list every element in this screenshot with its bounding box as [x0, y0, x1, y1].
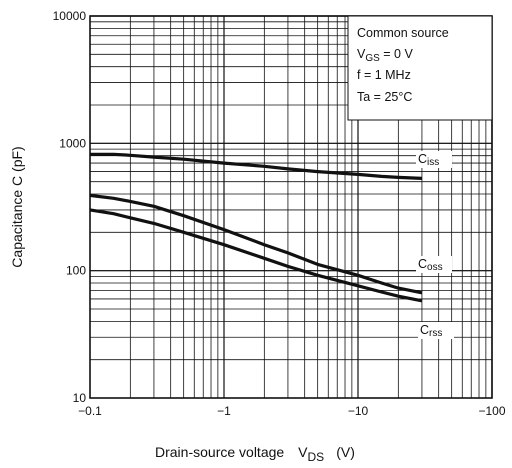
- series-label-coss: Coss: [418, 257, 443, 273]
- x-axis-title-main: Drain-source voltage: [155, 444, 284, 460]
- x-tick-label: −0.1: [78, 404, 102, 418]
- conditions-box: [347, 15, 493, 121]
- x-tick-label: −1: [217, 404, 231, 418]
- series-label-crss: Crss: [420, 323, 442, 339]
- series-label-bg: [418, 322, 454, 339]
- y-tick-label: 100: [66, 264, 86, 278]
- condition-vgs-symbol: V: [357, 47, 366, 61]
- tick-labels: −0.1 −1 −10 −100 10 100 1000 10000: [53, 9, 506, 418]
- x-axis-title-subscript: DS: [308, 450, 325, 464]
- series-label-bg: [416, 256, 452, 273]
- condition-frequency: f = 1 MHz: [357, 68, 411, 82]
- condition-vgs: VGS = 0 V: [357, 47, 413, 64]
- y-tick-label: 10000: [53, 9, 87, 23]
- series-label-ciss: Ciss: [418, 152, 439, 168]
- condition-temperature: Ta = 25°C: [357, 90, 412, 104]
- condition-vgs-subscript: GS: [365, 53, 380, 64]
- series-line-coss: [89, 193, 423, 295]
- y-tick-label: 10: [73, 391, 87, 405]
- x-tick-label: −10: [348, 404, 369, 418]
- condition-common-source: Common source: [357, 26, 449, 40]
- series-layer: [89, 152, 423, 303]
- series-labels: Ciss Coss Crss: [416, 151, 454, 339]
- plot-frame: [89, 15, 493, 399]
- series-label-bg: [416, 151, 452, 168]
- conditions-legend: Common source VGS = 0 V f = 1 MHz Ta = 2…: [347, 15, 493, 121]
- x-axis-title: Drain-source voltage VDS (V): [155, 444, 355, 464]
- condition-vgs-value: = 0 V: [380, 47, 414, 61]
- x-axis-title-unit: (V): [336, 444, 355, 460]
- x-tick-label: −100: [478, 404, 505, 418]
- series-line-ciss: [90, 152, 422, 180]
- x-axis-title-symbol: V: [298, 444, 308, 460]
- y-tick-label: 1000: [59, 136, 86, 150]
- y-axis-title: Capacitance C (pF): [9, 146, 25, 267]
- series-line-crss: [89, 208, 423, 303]
